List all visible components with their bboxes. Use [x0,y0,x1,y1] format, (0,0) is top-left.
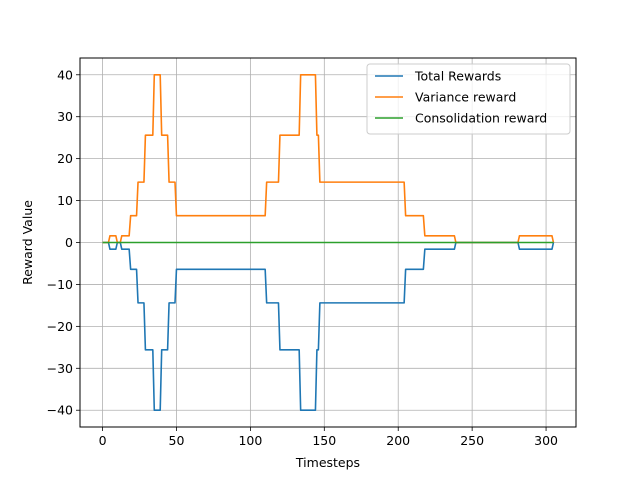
y-axis-label: Reward Value [20,200,35,285]
legend: Total Rewards Variance reward Consolidatio… [366,63,571,135]
x-tick-label: 150 [312,433,336,448]
x-tick-label: 50 [169,433,185,448]
y-tick-label: −30 [47,361,73,376]
x-tick-label: 200 [386,433,410,448]
y-tick-label: 20 [57,151,73,166]
legend-label-total-rewards: Total Rewards [414,69,501,84]
x-tick-label: 100 [238,433,262,448]
y-tick-label: −40 [47,403,73,418]
y-tick-label: −20 [47,319,73,334]
y-axis: −40 −30 −20 −10 0 10 20 30 40 [47,67,80,418]
x-axis: 0 50 100 150 200 250 300 [99,427,558,448]
y-tick-label: 30 [57,109,73,124]
y-tick-label: 0 [65,235,73,250]
y-tick-label: 40 [57,67,73,82]
x-axis-label: Timesteps [295,455,360,470]
series-line-variance-reward [102,73,555,244]
x-tick-label: 250 [460,433,484,448]
x-tick-label: 300 [534,433,558,448]
y-tick-label: 10 [57,193,73,208]
series-layer [102,73,555,412]
y-tick-label: −10 [47,277,73,292]
legend-box [366,63,571,135]
legend-label-variance-reward: Variance reward [415,90,516,105]
legend-label-consolidation-reward: Consolidation reward [415,111,547,126]
x-tick-label: 0 [99,433,107,448]
series-line-total-rewards [102,241,555,412]
